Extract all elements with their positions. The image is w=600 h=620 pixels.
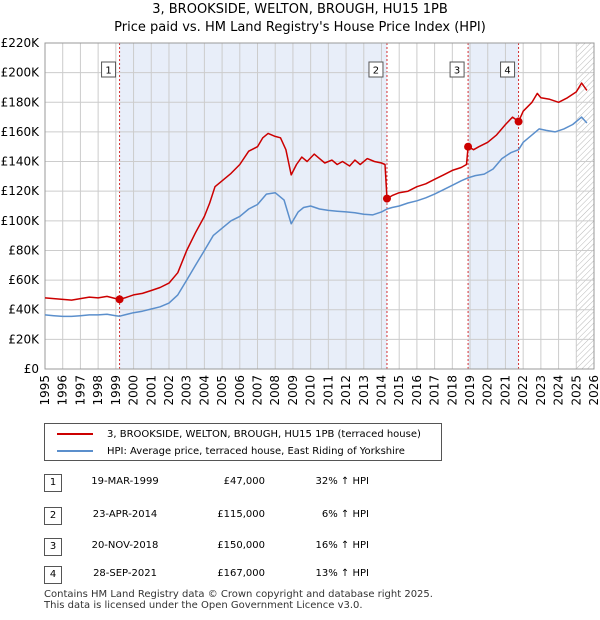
footer-licence: This data is licensed under the Open Gov…: [44, 600, 363, 611]
transaction-date: 28-SEP-2021: [93, 568, 157, 579]
chart-subtitle: Price paid vs. HM Land Registry's House …: [114, 20, 486, 35]
y-tick-label: £180K: [1, 95, 41, 109]
legend-item-property: 3, BROOKSIDE, WELTON, BROUGH, HU15 1PB (…: [45, 426, 421, 442]
legend-label-property: 3, BROOKSIDE, WELTON, BROUGH, HU15 1PB (…: [107, 428, 421, 440]
legend-swatch-hpi: [57, 450, 93, 452]
x-tick-label: 2006: [233, 375, 247, 406]
x-tick-label: 2024: [552, 375, 566, 406]
x-tick-label: 1996: [56, 375, 70, 406]
y-tick-label: £120K: [1, 184, 41, 198]
x-tick-label: 2018: [445, 375, 459, 406]
x-tick-label: 2009: [286, 375, 300, 406]
x-tick-label: 2007: [251, 375, 265, 406]
transaction-hpi: 13% ↑ HPI: [315, 568, 369, 579]
x-tick-label: 2022: [516, 375, 530, 406]
x-tick-label: 2008: [268, 375, 282, 406]
legend-item-hpi: HPI: Average price, terraced house, East…: [45, 443, 405, 459]
y-tick-label: £20K: [8, 332, 40, 346]
forecast-hatch: [576, 43, 594, 369]
sale-point: [514, 117, 523, 126]
sale-label: 1: [105, 66, 111, 77]
y-tick-label: £160K: [1, 125, 41, 139]
y-tick-label: £140K: [1, 155, 41, 169]
x-tick-label: 1999: [109, 375, 123, 406]
x-tick-label: 2016: [410, 375, 424, 406]
transaction-hpi: 6% ↑ HPI: [321, 509, 369, 520]
transaction-price: £47,000: [223, 476, 265, 487]
transaction-row: 4 28-SEP-2021 £167,000 13% ↑ HPI: [0, 566, 600, 586]
transaction-number: 1: [44, 474, 62, 492]
x-tick-label: 1997: [73, 375, 87, 406]
sale-point: [382, 194, 391, 203]
price-chart: £0 £20K £40K £60K £80K £100K £120K £140K £160K £1…: [1, 36, 600, 406]
x-tick-label: 2025: [569, 375, 583, 406]
x-tick-label: 2001: [144, 375, 158, 406]
transaction-price: £150,000: [217, 540, 265, 551]
footer-copyright: Contains HM Land Registry data © Crown c…: [44, 589, 433, 600]
x-tick-label: 2017: [428, 375, 442, 406]
x-tick-label: 2012: [339, 375, 353, 406]
transaction-hpi: 32% ↑ HPI: [315, 476, 369, 487]
sale-point: [464, 142, 473, 151]
transaction-date: 20-NOV-2018: [91, 540, 159, 551]
transaction-date: 19-MAR-1999: [91, 476, 159, 487]
x-tick-label: 2015: [392, 375, 406, 406]
y-tick-label: £60K: [8, 273, 40, 287]
y-tick-label: £100K: [1, 214, 41, 228]
x-tick-label: 2000: [127, 375, 141, 406]
sale-label-box: [500, 61, 516, 78]
chart-title: 3, BROOKSIDE, WELTON, BROUGH, HU15 1PB: [152, 2, 448, 17]
legend: 3, BROOKSIDE, WELTON, BROUGH, HU15 1PB (…: [44, 423, 442, 461]
footer: Contains HM Land Registry data © Crown c…: [44, 589, 433, 611]
x-tick-label: 1995: [38, 375, 52, 406]
shaded-range: [468, 43, 519, 369]
sale-label-box: [368, 61, 384, 78]
y-tick-label: £80K: [8, 243, 40, 257]
transaction-number: 4: [44, 566, 62, 584]
legend-swatch-property: [57, 433, 93, 435]
x-tick-label: 2023: [534, 375, 548, 406]
sale-label-box: [101, 61, 117, 78]
transaction-price: £115,000: [217, 509, 265, 520]
x-tick-label: 2003: [180, 375, 194, 406]
sale-label: 4: [504, 66, 510, 77]
transaction-row: 3 20-NOV-2018 £150,000 16% ↑ HPI: [0, 538, 600, 558]
y-tick-label: £0: [24, 362, 39, 376]
x-tick-label: 2019: [463, 375, 477, 406]
transaction-hpi: 16% ↑ HPI: [315, 540, 369, 551]
transaction-price: £167,000: [217, 568, 265, 579]
x-tick-label: 2013: [357, 375, 371, 406]
x-tick-label: 2014: [374, 375, 388, 406]
y-tick-label: £220K: [1, 36, 41, 50]
y-tick-label: £200K: [1, 66, 41, 80]
transaction-number: 2: [44, 507, 62, 525]
x-tick-label: 2026: [587, 375, 600, 406]
x-tick-label: 2002: [162, 375, 176, 406]
legend-label-hpi: HPI: Average price, terraced house, East…: [107, 445, 405, 457]
transaction-date: 23-APR-2014: [92, 509, 158, 520]
sale-label: 2: [373, 66, 379, 77]
x-tick-label: 2004: [197, 375, 211, 406]
transaction-row: 1 19-MAR-1999 £47,000 32% ↑ HPI: [0, 474, 600, 494]
x-tick-label: 2005: [215, 375, 229, 406]
x-tick-label: 2020: [481, 375, 495, 406]
x-tick-label: 1998: [91, 375, 105, 406]
sale-point: [115, 295, 124, 304]
plot-border: [44, 42, 595, 370]
x-tick-label: 2021: [498, 375, 512, 406]
y-tick-label: £40K: [8, 303, 40, 317]
property-price-line: [44, 82, 588, 301]
sale-label: 3: [454, 66, 460, 77]
x-tick-label: 2010: [304, 375, 318, 406]
sale-label-box: [449, 61, 465, 78]
hpi-line: [44, 116, 588, 318]
x-tick-label: 2011: [321, 375, 335, 406]
transaction-number: 3: [44, 538, 62, 556]
transaction-row: 2 23-APR-2014 £115,000 6% ↑ HPI: [0, 507, 600, 527]
